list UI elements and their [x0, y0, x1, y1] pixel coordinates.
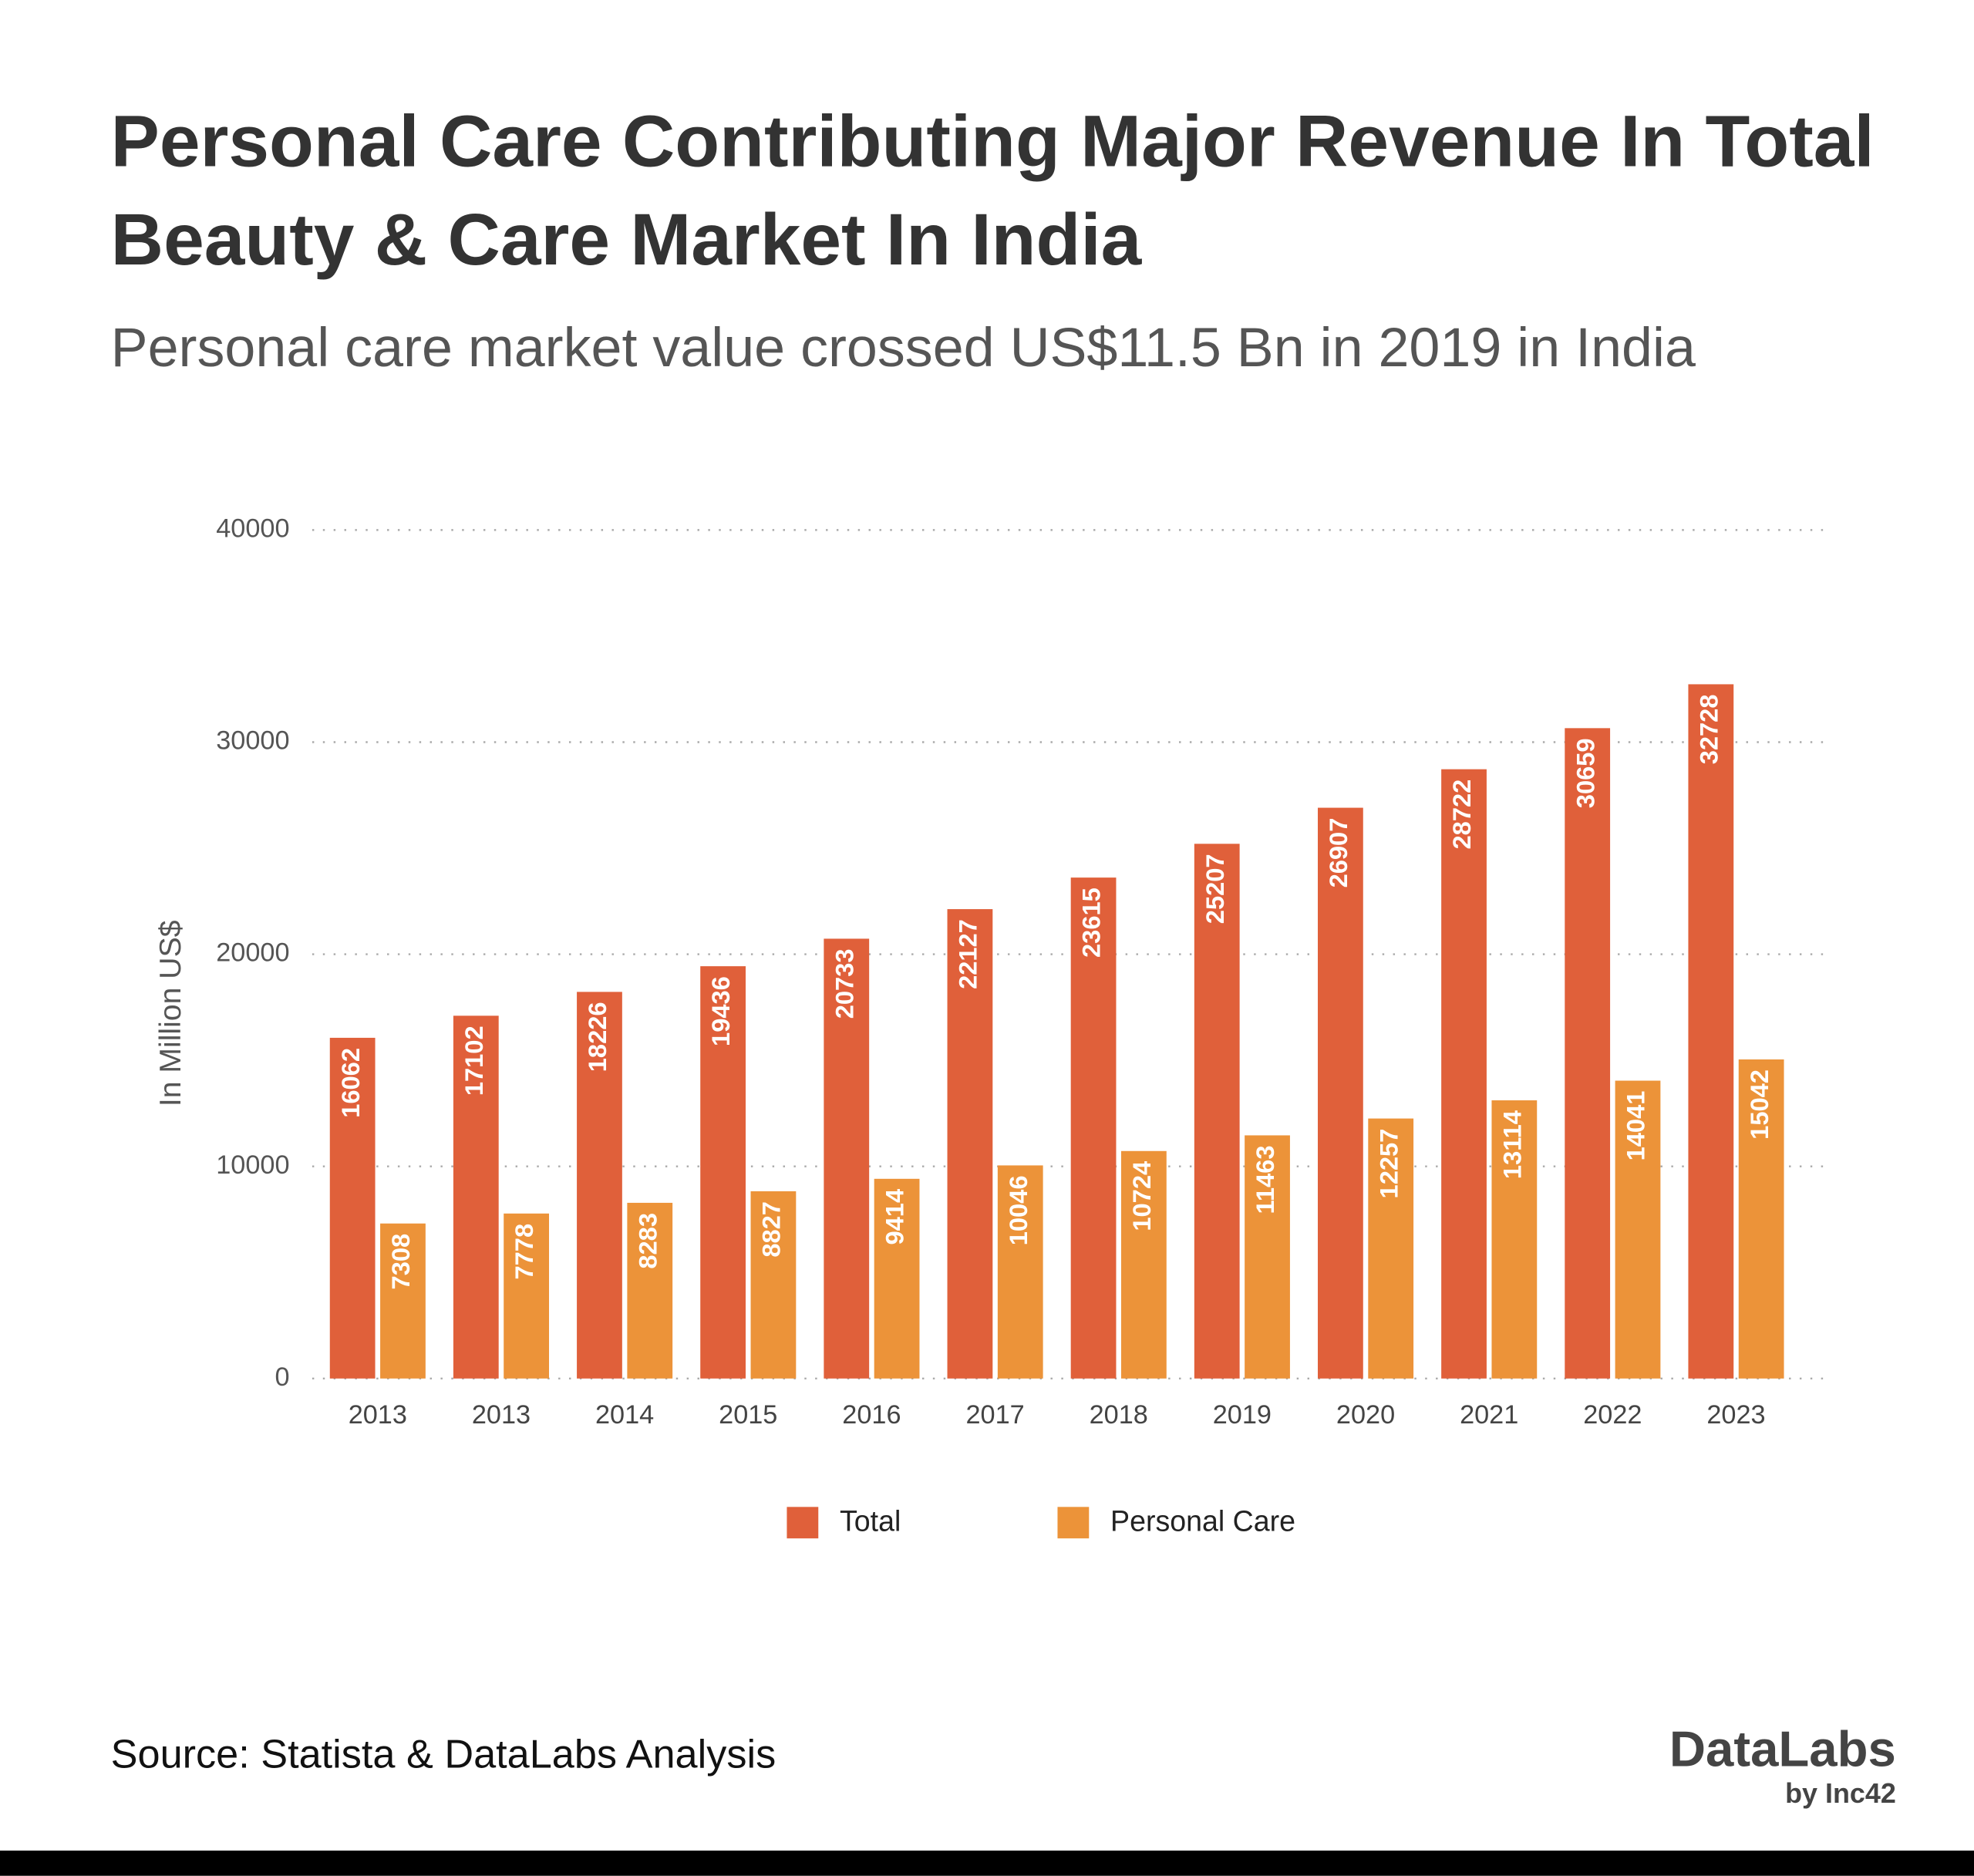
bar [1615, 1080, 1661, 1379]
footer-bar [0, 1851, 1974, 1876]
value-label: 14041 [1622, 1091, 1650, 1161]
bar [997, 1165, 1043, 1379]
value-label: 16062 [336, 1048, 365, 1118]
y-tick-label: 10000 [216, 1150, 289, 1180]
value-label: 17102 [460, 1026, 488, 1096]
x-tick-label: 2020 [1336, 1400, 1395, 1430]
bar [1565, 728, 1611, 1379]
value-label: 10724 [1127, 1161, 1156, 1231]
x-tick-label: 2013 [472, 1400, 531, 1430]
bar [577, 992, 622, 1379]
value-label: 15042 [1745, 1069, 1774, 1140]
value-label: 19436 [706, 976, 735, 1046]
value-label: 20733 [830, 948, 858, 1019]
value-label: 8283 [633, 1213, 662, 1269]
value-label: 8827 [757, 1201, 786, 1258]
bar [1120, 1150, 1167, 1379]
bar [700, 966, 746, 1379]
bar [874, 1178, 920, 1379]
bar [627, 1202, 673, 1379]
y-tick-label: 40000 [216, 514, 289, 543]
logo-sub: by Inc42 [1785, 1777, 1896, 1810]
value-label: 30659 [1571, 738, 1599, 808]
value-label: 22127 [954, 919, 982, 989]
legend-label: Total [840, 1504, 901, 1537]
bar [1441, 769, 1487, 1379]
bar [453, 1015, 499, 1379]
legend-swatch [787, 1507, 819, 1539]
bar [1070, 877, 1117, 1379]
x-tick-label: 2021 [1460, 1400, 1518, 1430]
value-label: 25207 [1201, 854, 1229, 924]
bar [329, 1037, 376, 1379]
x-tick-label: 2015 [719, 1400, 777, 1430]
chart-title: Personal Care Contributing Major Revenue… [110, 100, 1875, 281]
x-tick-label: 2016 [842, 1400, 901, 1430]
legend-label: Personal Care [1110, 1504, 1295, 1537]
value-label: 23615 [1077, 887, 1106, 958]
bar [824, 938, 870, 1379]
value-label: 12257 [1374, 1129, 1403, 1199]
bar [1738, 1059, 1784, 1379]
y-tick-label: 0 [275, 1362, 289, 1392]
x-tick-label: 2014 [595, 1400, 654, 1430]
legend-swatch [1057, 1507, 1090, 1539]
y-tick-label: 20000 [216, 938, 289, 968]
y-axis-label: In Million US$ [154, 920, 187, 1106]
bar [1245, 1135, 1290, 1379]
value-label: 7308 [386, 1234, 415, 1290]
y-tick-label: 30000 [216, 726, 289, 756]
value-label: 26907 [1324, 818, 1352, 888]
x-tick-label: 2018 [1090, 1400, 1148, 1430]
bar [1317, 807, 1363, 1379]
bar [1194, 844, 1240, 1379]
logo-main: DataLabs [1669, 1722, 1896, 1778]
value-label: 13114 [1497, 1110, 1526, 1179]
value-label: 9414 [881, 1189, 909, 1245]
source: Source: Statista & DataLabs Analysis [110, 1730, 776, 1777]
bar [1368, 1118, 1414, 1379]
bar [380, 1223, 426, 1379]
bar [504, 1213, 550, 1379]
value-label: 28722 [1447, 780, 1476, 850]
bar [750, 1191, 797, 1379]
x-tick-label: 2017 [965, 1400, 1024, 1430]
chart-subtitle: Personal care market value crossed US$11… [110, 317, 1696, 379]
value-label: 7778 [510, 1224, 538, 1280]
x-tick-label: 2019 [1213, 1400, 1272, 1430]
logo: DataLabs by Inc42 [1669, 1723, 1896, 1810]
value-label: 18226 [583, 1002, 611, 1072]
bar [1491, 1100, 1538, 1379]
bar [947, 909, 993, 1379]
x-tick-label: 2013 [349, 1400, 407, 1430]
value-label: 11463 [1251, 1146, 1279, 1214]
bar [1688, 684, 1734, 1379]
value-label: 32728 [1694, 694, 1723, 764]
x-tick-label: 2023 [1706, 1400, 1765, 1430]
value-label: 10046 [1004, 1175, 1032, 1245]
x-tick-label: 2022 [1583, 1400, 1642, 1430]
